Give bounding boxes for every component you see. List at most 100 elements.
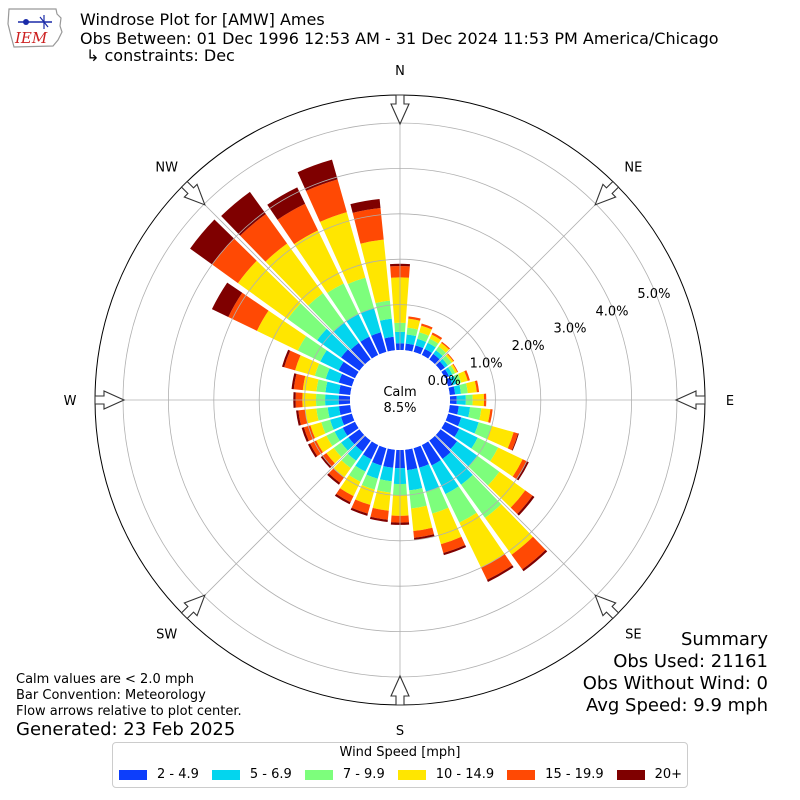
bar-segment (287, 303, 327, 341)
bar-segment (341, 453, 357, 469)
bar-segment (327, 406, 341, 418)
bar-segment (341, 349, 365, 371)
bar-dir-100 (448, 405, 493, 423)
bar-segment (348, 429, 365, 445)
bar-segment (442, 355, 452, 366)
bar-segment (379, 466, 394, 482)
bar-segment (360, 239, 390, 304)
bar-segment (372, 490, 391, 511)
bar-segment (411, 505, 433, 532)
bar-segment (336, 488, 354, 503)
bar-segment (454, 428, 478, 449)
bar-segment (485, 504, 533, 555)
calm-value: 8.5% (383, 401, 416, 416)
radial-tick-label: 4.0% (595, 304, 628, 319)
bar-segment (221, 191, 266, 236)
bar-segment (421, 348, 432, 359)
bar-segment (384, 336, 395, 352)
bar-segment (450, 441, 478, 467)
bar-segment (438, 342, 450, 353)
bar-segment (417, 332, 429, 342)
calm-label: Calm (383, 385, 416, 400)
bar-segment (350, 342, 371, 365)
bar-segment (450, 364, 458, 374)
bar-segment (297, 159, 338, 191)
bar-segment (408, 316, 421, 321)
bar-segment (361, 474, 378, 490)
bar-segment (431, 460, 459, 495)
bar-segment (407, 468, 423, 491)
bar-segment (355, 435, 371, 452)
bar-dir-350 (350, 198, 395, 352)
bar-segment (327, 283, 359, 322)
legend-label: 20+ (654, 767, 683, 782)
bar-segment (435, 361, 445, 371)
legend-swatch (507, 769, 536, 780)
bar-segment (424, 342, 436, 354)
bar-segment (379, 318, 394, 339)
bar-segment (431, 332, 443, 340)
bar-segment (326, 447, 342, 464)
bar-segment (440, 536, 466, 553)
bar-segment (295, 355, 320, 376)
bar-segment (316, 407, 330, 421)
summary-avg-speed: Avg Speed: 9.9 mph (586, 695, 768, 716)
bar-segment (447, 353, 455, 362)
bar-dir-160 (413, 445, 467, 556)
bar-segment (237, 260, 301, 319)
grid-spoke (184, 399, 401, 616)
bar-dir-230 (320, 429, 365, 469)
direction-label-s: S (396, 724, 404, 739)
bar-dir-340 (297, 159, 387, 355)
bar-segment (445, 354, 454, 363)
bar-segment (516, 461, 529, 481)
bar-segment (346, 314, 370, 342)
bar-segment (369, 516, 388, 523)
bar-segment (338, 373, 355, 387)
summary-obs-used: Obs Used: 21161 (613, 651, 768, 672)
bar-segment (338, 405, 352, 416)
bar-segment (479, 408, 491, 423)
bar-segment (445, 367, 453, 377)
legend-label: 2 - 4.9 (157, 767, 199, 782)
bar-segment (347, 445, 363, 461)
bar-segment (442, 452, 473, 485)
bar-segment (409, 488, 427, 509)
bar-segment (435, 346, 446, 357)
bar-dir-110 (445, 413, 519, 451)
bar-dir-210 (334, 441, 379, 505)
bar-segment (228, 292, 269, 331)
bar-segment (490, 447, 523, 477)
bar-segment (330, 416, 345, 430)
legend-swatch (397, 769, 426, 780)
bar-segment (325, 368, 342, 383)
bar-segment (413, 527, 434, 538)
bar-segment (190, 219, 234, 265)
bar-segment (319, 212, 366, 284)
bar-segment (322, 453, 335, 467)
bar-segment (310, 422, 326, 439)
legend-item: 5 - 6.9 (211, 767, 292, 782)
bar-segment (355, 484, 375, 505)
bar-segment (338, 361, 359, 379)
bar-segment (333, 322, 359, 350)
bar-segment (487, 471, 526, 508)
bar-segment (466, 381, 477, 394)
bar-dir-170 (405, 448, 435, 541)
bar-segment (487, 425, 514, 449)
bar-segment (212, 238, 257, 284)
bar-segment (457, 405, 471, 418)
bar-segment (348, 465, 366, 482)
obs-period: Obs Between: 01 Dec 1996 12:53 AM - 31 D… (80, 29, 719, 48)
bar-segment (421, 323, 433, 330)
flow-arrow-icon (594, 594, 620, 620)
bar-segment (453, 384, 462, 395)
bar-segment (267, 187, 306, 220)
bar-segment (427, 338, 439, 348)
bar-segment (366, 462, 382, 479)
legend-item: 10 - 14.9 (397, 767, 494, 782)
bar-dir-220 (327, 435, 371, 485)
bar-segment (468, 455, 500, 486)
bar-segment (433, 350, 443, 360)
